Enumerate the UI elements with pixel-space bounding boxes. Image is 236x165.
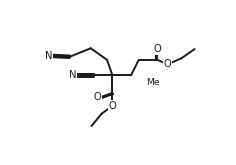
Text: O: O	[153, 44, 161, 54]
Text: O: O	[109, 101, 116, 111]
Text: N: N	[69, 70, 77, 80]
Text: O: O	[94, 92, 101, 102]
Text: O: O	[164, 59, 171, 69]
Text: N: N	[45, 51, 53, 61]
Text: Me: Me	[146, 78, 159, 87]
